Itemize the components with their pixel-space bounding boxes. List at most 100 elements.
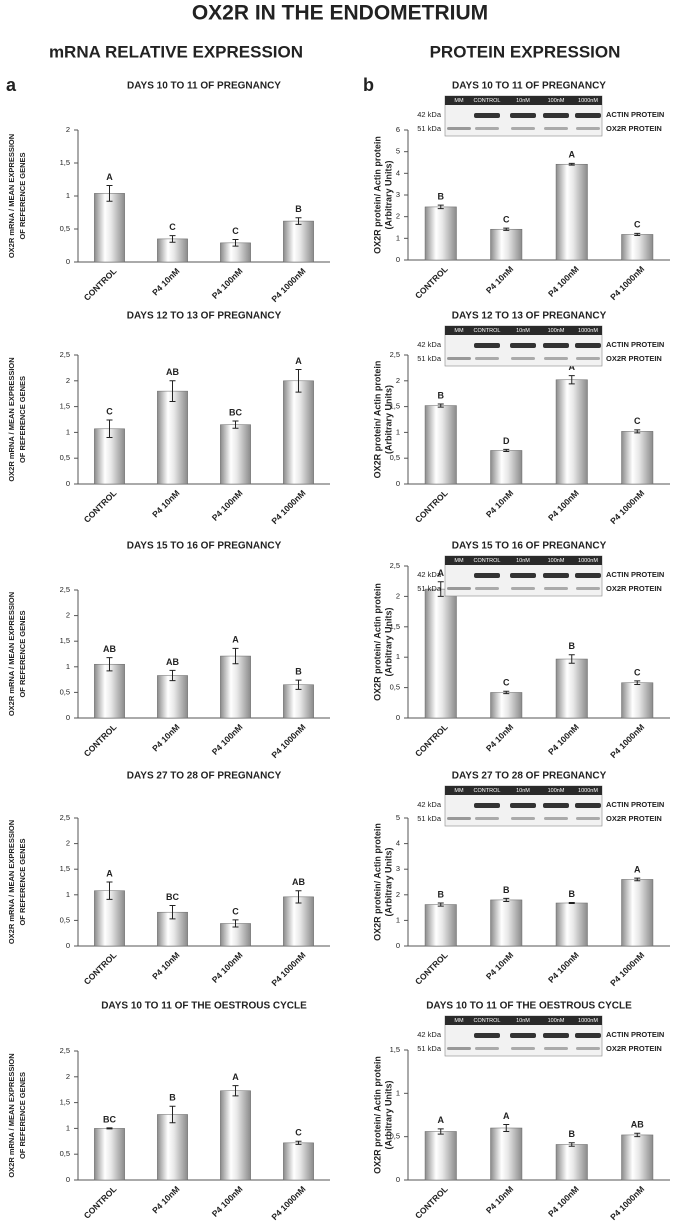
chart-title: DAYS 27 TO 28 OF PREGNANCY — [452, 771, 607, 782]
y-tick-label: 2 — [66, 376, 70, 385]
lane-label: MM — [454, 328, 464, 334]
x-tick-label: P4 100nM — [210, 1184, 245, 1219]
bar — [490, 1127, 523, 1181]
x-tick-label: P4 100nM — [546, 950, 581, 985]
error-bar — [634, 680, 641, 686]
x-tick-label: P4 10nM — [150, 722, 181, 753]
kda-label: 51 kDa — [417, 124, 442, 133]
lane-label: MM — [454, 558, 464, 564]
bar — [621, 879, 654, 947]
lane-label: 100nM — [548, 328, 565, 334]
band — [510, 573, 536, 578]
bar — [220, 655, 251, 719]
band — [511, 817, 535, 820]
error-bar — [106, 419, 113, 439]
y-tick-label: 1 — [66, 191, 70, 200]
band — [544, 587, 568, 590]
bar — [220, 1090, 251, 1181]
error-bar — [634, 877, 641, 882]
error-bar — [437, 204, 444, 210]
significance-letter: C — [503, 678, 510, 688]
y-axis-label: OX2R mRNA / MEAN EXPRESSION — [7, 820, 16, 944]
protein-label: ACTIN PROTEIN — [606, 570, 664, 579]
chart-title: DAYS 27 TO 28 OF PREGNANCY — [127, 771, 282, 782]
x-tick-label: P4 10nM — [150, 950, 181, 981]
error-bar — [232, 420, 239, 429]
y-tick-label: 1 — [66, 427, 70, 436]
blot-strip — [445, 556, 602, 565]
kda-label: 51 kDa — [417, 584, 442, 593]
lane-label: 10nM — [516, 328, 530, 334]
band — [575, 573, 601, 578]
bar — [94, 193, 125, 263]
x-tick-label: CONTROL — [82, 722, 119, 759]
band — [511, 357, 535, 360]
significance-letter: AB — [103, 644, 116, 654]
significance-letter: AB — [292, 877, 305, 887]
protein-label: ACTIN PROTEIN — [606, 1030, 664, 1039]
band — [511, 587, 535, 590]
y-axis-label: OX2R protein/ Actin protein — [372, 1056, 382, 1174]
blot-strip — [445, 786, 602, 795]
y-tick-label: 1,5 — [60, 636, 70, 645]
significance-letter: C — [106, 406, 113, 416]
kda-label: 51 kDa — [417, 354, 442, 363]
y-axis-label: OX2R mRNA / MEAN EXPRESSION — [7, 1053, 16, 1177]
y-tick-label: 1 — [66, 890, 70, 899]
significance-letter: B — [438, 192, 445, 202]
lane-label: 1000nM — [578, 558, 598, 564]
lane-label: 10nM — [516, 98, 530, 104]
error-bar — [437, 581, 444, 597]
y-tick-label: 0 — [396, 255, 400, 264]
bar — [490, 450, 523, 485]
x-tick-label: P4 10nM — [484, 264, 515, 295]
y-axis-label: OF REFERENCE GENES — [18, 376, 27, 463]
x-tick-label: P4 1000nM — [269, 722, 307, 760]
y-tick-label: 1,5 — [60, 402, 70, 411]
lane-label: 1000nM — [578, 328, 598, 334]
x-tick-label: P4 10nM — [150, 266, 181, 297]
y-tick-label: 2,5 — [60, 1046, 70, 1055]
y-tick-label: 2,5 — [60, 813, 70, 822]
x-tick-label: CONTROL — [82, 488, 119, 525]
significance-letter: A — [232, 635, 239, 645]
y-axis-label: (Arbitrary Units) — [383, 385, 393, 454]
y-tick-label: 1,5 — [60, 158, 70, 167]
error-bar — [568, 162, 575, 166]
chart-title: DAYS 10 TO 11 OF THE OESTROUS CYCLE — [101, 1001, 307, 1012]
band — [475, 127, 499, 130]
x-tick-label: P4 100nM — [210, 488, 245, 523]
y-tick-label: 1 — [396, 652, 400, 661]
significance-letter: A — [106, 172, 113, 182]
bar — [555, 658, 588, 719]
protein-label: OX2R PROTEIN — [606, 354, 662, 363]
bar — [157, 675, 188, 719]
chart-title: DAYS 10 TO 11 OF THE OESTROUS CYCLE — [426, 1001, 632, 1012]
band — [543, 113, 569, 118]
bar — [283, 220, 314, 263]
significance-letter: B — [295, 666, 302, 676]
significance-letter: AB — [166, 657, 179, 667]
error-bar — [169, 905, 176, 920]
band — [475, 1047, 499, 1050]
y-tick-label: 0 — [66, 257, 70, 266]
x-tick-label: CONTROL — [413, 722, 450, 759]
y-axis-label: OX2R protein/ Actin protein — [372, 583, 382, 701]
y-tick-label: 0,5 — [60, 687, 70, 696]
band — [474, 1033, 500, 1038]
error-bar — [437, 902, 444, 907]
protein-label: ACTIN PROTEIN — [606, 340, 664, 349]
x-tick-label: CONTROL — [413, 950, 450, 987]
y-tick-label: 0 — [66, 479, 70, 488]
x-tick-label: P4 10nM — [150, 1184, 181, 1215]
band — [474, 803, 500, 808]
lane-label: CONTROL — [474, 328, 501, 334]
kda-label: 42 kDa — [417, 340, 442, 349]
column-heading: mRNA RELATIVE EXPRESSION — [49, 42, 303, 61]
error-bar — [503, 897, 510, 902]
band — [544, 357, 568, 360]
bar — [424, 405, 457, 485]
error-bar — [169, 380, 176, 402]
protein-label: OX2R PROTEIN — [606, 1044, 662, 1053]
x-tick-label: P4 100nM — [546, 722, 581, 757]
